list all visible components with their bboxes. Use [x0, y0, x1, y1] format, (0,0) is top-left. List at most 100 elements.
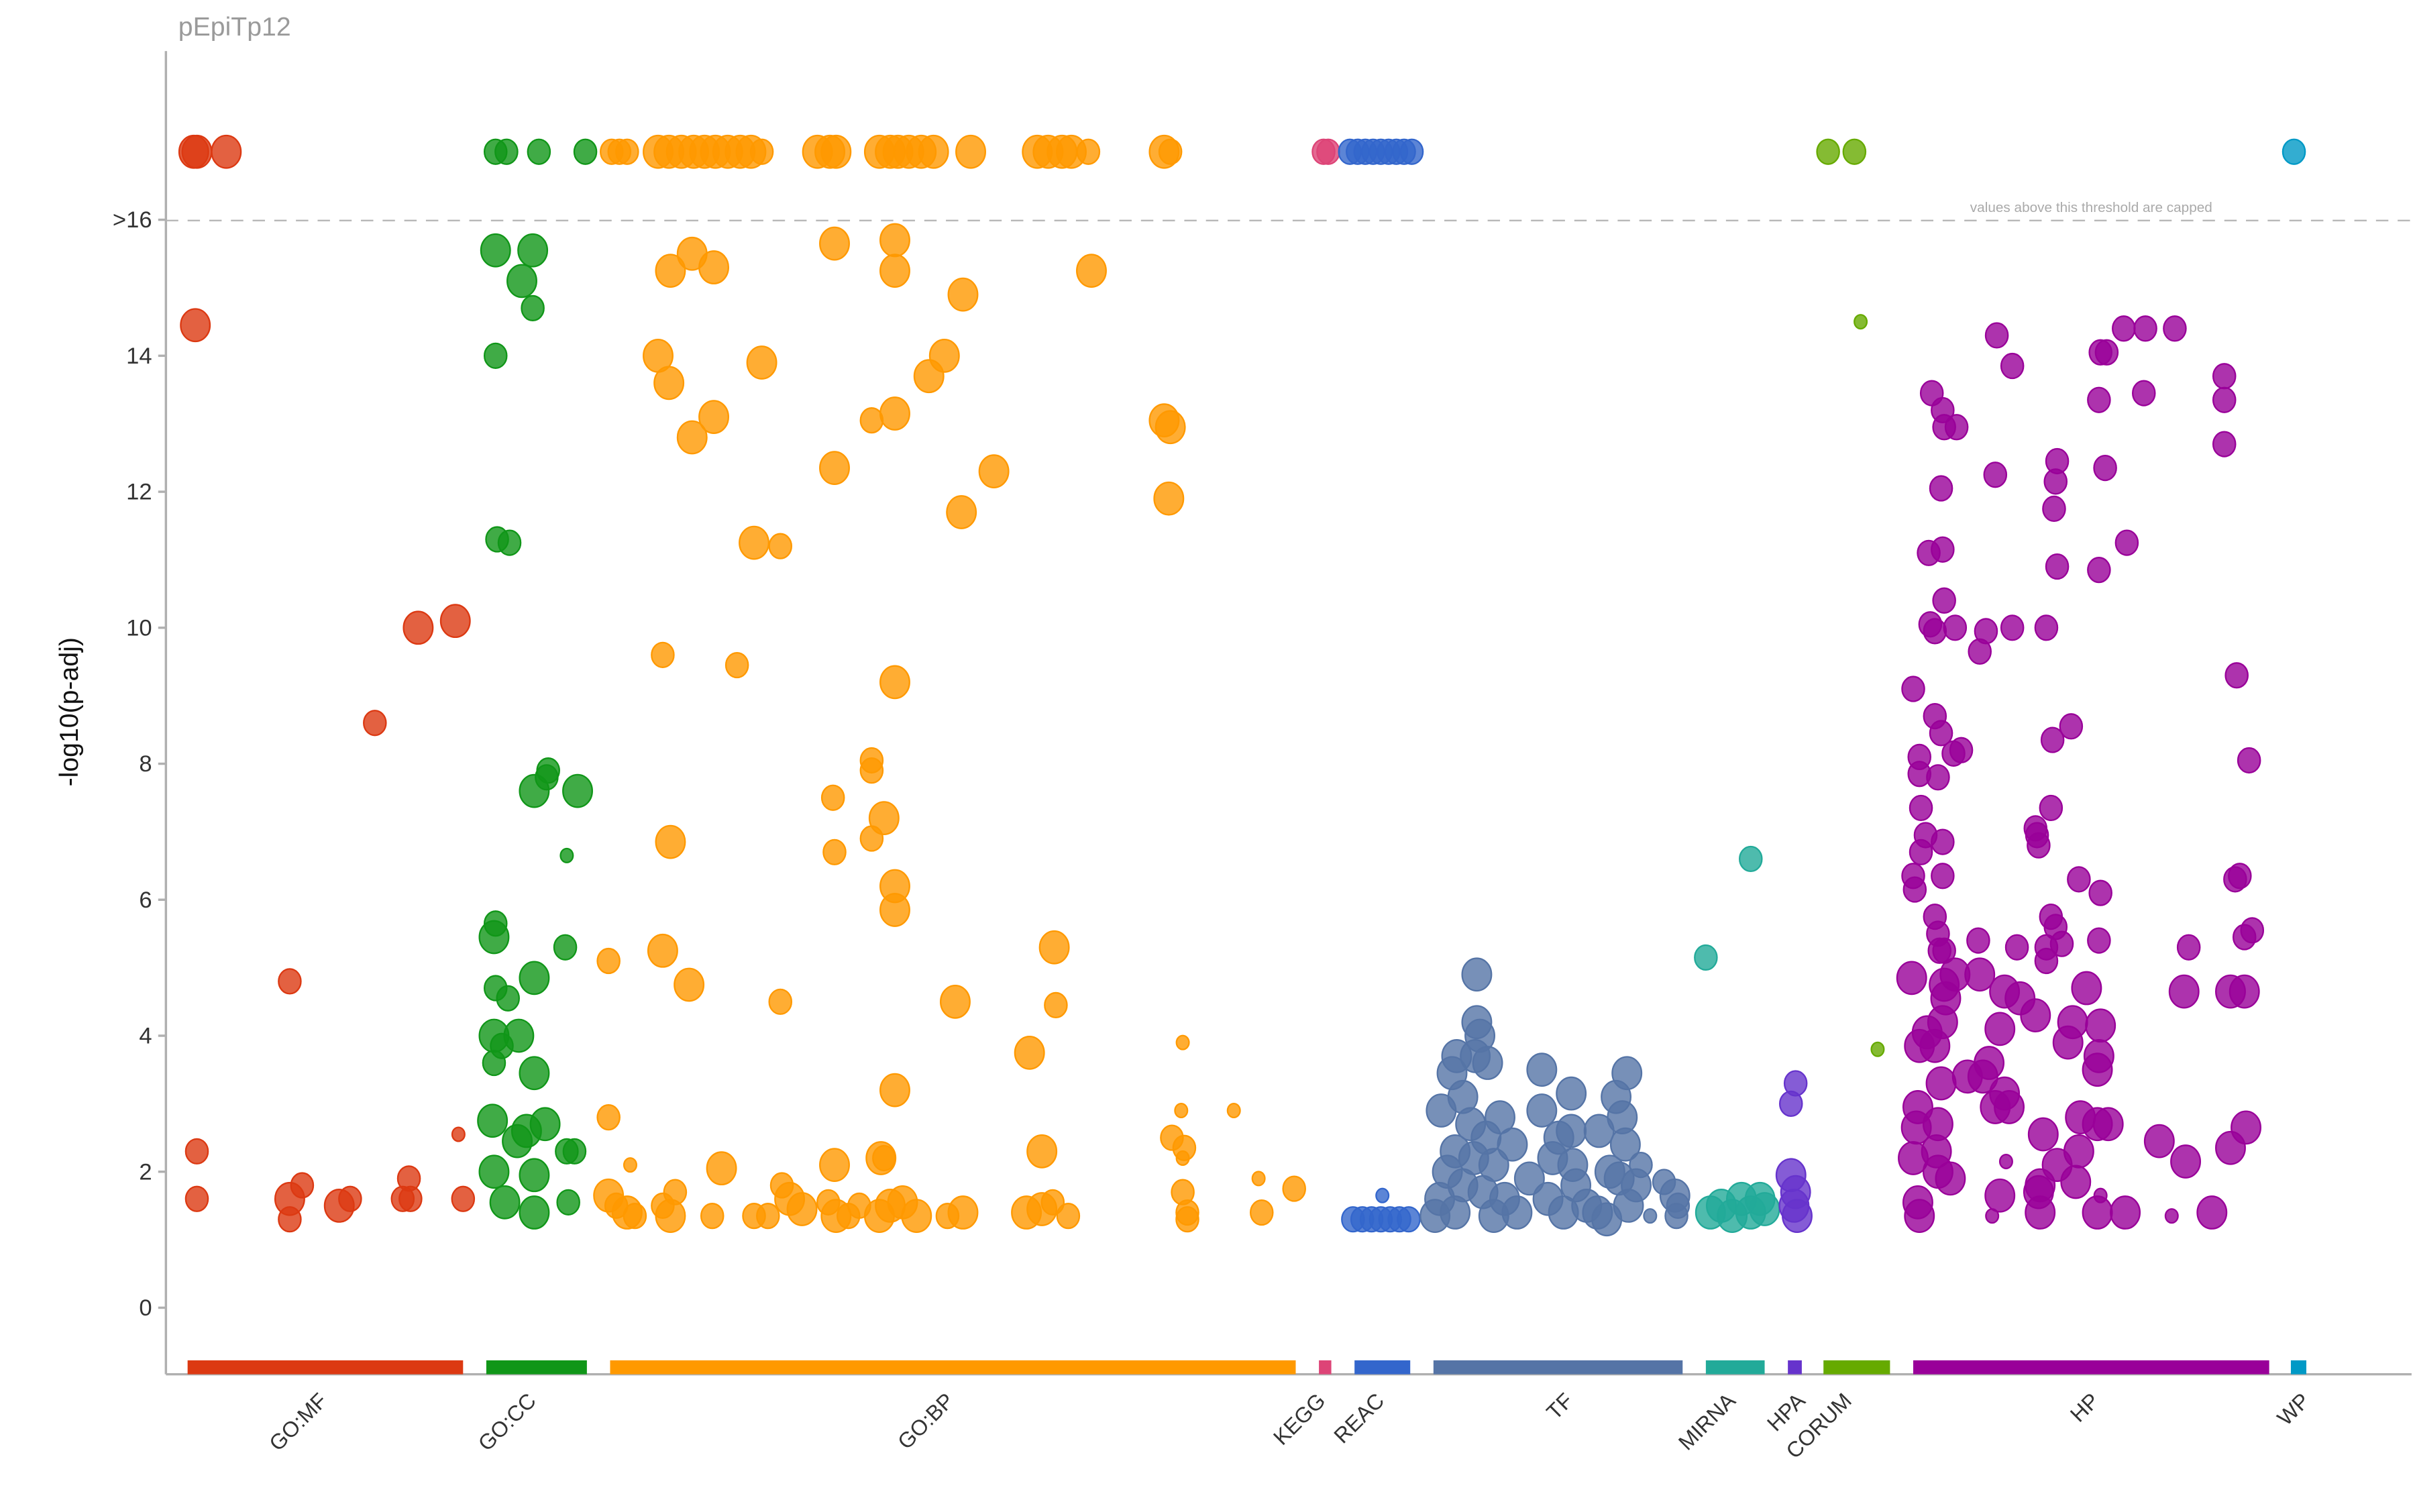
- data-point[interactable]: [2224, 662, 2249, 689]
- data-point[interactable]: [1609, 1127, 1641, 1162]
- data-point[interactable]: [556, 1189, 580, 1216]
- data-point[interactable]: [1909, 794, 1933, 822]
- data-point[interactable]: [1611, 1056, 1643, 1091]
- data-point[interactable]: [2132, 380, 2156, 407]
- data-point[interactable]: [2087, 557, 2111, 584]
- data-point[interactable]: [756, 1203, 780, 1230]
- data-point[interactable]: [1485, 1100, 1515, 1135]
- data-point[interactable]: [2039, 794, 2063, 822]
- data-point[interactable]: [1076, 138, 1101, 165]
- data-point[interactable]: [1426, 1093, 1457, 1128]
- data-point[interactable]: [674, 967, 705, 1002]
- data-point[interactable]: [623, 1157, 637, 1173]
- data-point[interactable]: [1461, 957, 1493, 992]
- data-point[interactable]: [822, 839, 847, 865]
- data-point[interactable]: [1556, 1076, 1587, 1111]
- data-point[interactable]: [1316, 138, 1340, 165]
- data-point[interactable]: [451, 1185, 476, 1212]
- data-point[interactable]: [596, 1104, 621, 1131]
- data-point[interactable]: [1998, 1153, 2013, 1170]
- data-point[interactable]: [1153, 481, 1185, 516]
- data-point[interactable]: [451, 1126, 466, 1142]
- data-point[interactable]: [2025, 1195, 2056, 1230]
- data-point[interactable]: [180, 308, 211, 343]
- data-point[interactable]: [615, 138, 639, 165]
- data-point[interactable]: [706, 1151, 737, 1186]
- data-point[interactable]: [1842, 138, 1867, 165]
- data-point[interactable]: [1399, 138, 1424, 165]
- data-point[interactable]: [2087, 386, 2111, 413]
- data-point[interactable]: [2000, 614, 2025, 641]
- data-point[interactable]: [1076, 254, 1107, 288]
- data-point[interactable]: [1902, 876, 1927, 903]
- data-point[interactable]: [1543, 1120, 1574, 1155]
- data-point[interactable]: [2228, 863, 2252, 889]
- data-point[interactable]: [1929, 720, 1953, 747]
- data-point[interactable]: [489, 1185, 521, 1220]
- data-point[interactable]: [1026, 1134, 1058, 1169]
- data-point[interactable]: [1375, 1187, 1390, 1203]
- data-point[interactable]: [553, 934, 578, 961]
- data-point[interactable]: [2060, 1165, 2092, 1199]
- data-point[interactable]: [363, 710, 387, 737]
- data-point[interactable]: [290, 1172, 315, 1199]
- data-point[interactable]: [2196, 1195, 2228, 1230]
- data-point[interactable]: [1967, 1059, 1998, 1094]
- data-point[interactable]: [1694, 944, 1718, 971]
- data-point[interactable]: [1909, 839, 1933, 865]
- data-point[interactable]: [1664, 1203, 1688, 1230]
- data-point[interactable]: [483, 342, 508, 369]
- data-point[interactable]: [2027, 1117, 2059, 1152]
- data-point[interactable]: [1994, 1090, 2025, 1124]
- data-point[interactable]: [1038, 930, 1070, 965]
- data-point[interactable]: [396, 1165, 421, 1192]
- data-point[interactable]: [655, 1199, 686, 1234]
- data-point[interactable]: [879, 396, 910, 431]
- data-point[interactable]: [562, 773, 593, 808]
- data-point[interactable]: [978, 454, 1010, 489]
- data-point[interactable]: [700, 1203, 724, 1230]
- data-point[interactable]: [655, 254, 686, 288]
- data-point[interactable]: [496, 985, 520, 1012]
- data-point[interactable]: [402, 610, 434, 645]
- data-point[interactable]: [2237, 747, 2261, 774]
- data-point[interactable]: [1472, 1046, 1503, 1080]
- data-point[interactable]: [1643, 1208, 1658, 1224]
- data-point[interactable]: [868, 801, 900, 836]
- data-point[interactable]: [698, 250, 730, 284]
- data-point[interactable]: [2057, 1005, 2088, 1040]
- data-point[interactable]: [879, 223, 910, 258]
- data-point[interactable]: [947, 1195, 979, 1230]
- data-point[interactable]: [698, 400, 730, 434]
- data-point[interactable]: [562, 1138, 587, 1165]
- data-point[interactable]: [1749, 1192, 1780, 1226]
- data-point[interactable]: [1621, 1168, 1652, 1203]
- data-point[interactable]: [1816, 138, 1840, 165]
- data-point[interactable]: [955, 134, 986, 169]
- data-point[interactable]: [1931, 536, 1955, 563]
- data-point[interactable]: [1854, 314, 1868, 330]
- data-point[interactable]: [1040, 1189, 1065, 1216]
- data-point[interactable]: [506, 264, 537, 299]
- data-point[interactable]: [519, 961, 550, 995]
- data-point[interactable]: [820, 134, 852, 169]
- data-point[interactable]: [1174, 1102, 1189, 1119]
- data-point[interactable]: [1397, 1206, 1421, 1233]
- data-point[interactable]: [480, 233, 511, 268]
- data-point[interactable]: [1966, 927, 1990, 954]
- data-point[interactable]: [2212, 431, 2237, 457]
- data-point[interactable]: [596, 947, 621, 975]
- data-point[interactable]: [519, 1195, 550, 1230]
- data-point[interactable]: [521, 294, 545, 321]
- data-point[interactable]: [2042, 495, 2066, 523]
- data-point[interactable]: [184, 1138, 209, 1165]
- data-point[interactable]: [1251, 1171, 1266, 1187]
- data-point[interactable]: [573, 138, 598, 165]
- data-point[interactable]: [768, 533, 793, 559]
- data-point[interactable]: [819, 451, 850, 485]
- data-point[interactable]: [2034, 947, 2059, 975]
- data-point[interactable]: [439, 604, 471, 639]
- data-point[interactable]: [211, 134, 242, 169]
- data-point[interactable]: [1155, 410, 1186, 445]
- data-point[interactable]: [2034, 614, 2059, 641]
